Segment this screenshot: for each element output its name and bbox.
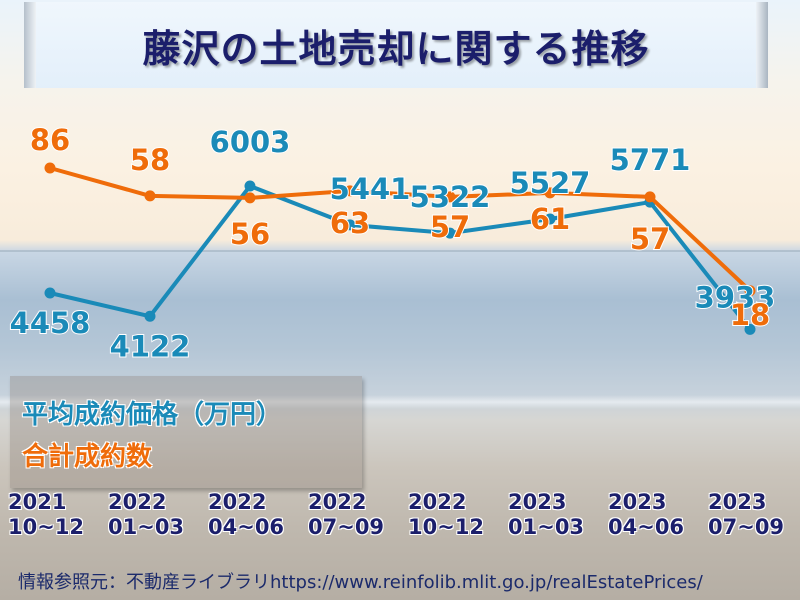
data-label: 61 bbox=[530, 202, 570, 236]
price-line bbox=[49, 184, 752, 331]
x-tick: 2022 04~06 bbox=[208, 490, 285, 539]
data-point bbox=[644, 191, 656, 203]
data-label: 5527 bbox=[510, 166, 591, 200]
data-label: 4458 bbox=[10, 306, 91, 340]
x-tick: 2022 01~03 bbox=[108, 490, 185, 539]
legend-price: 平均成約価格（万円） bbox=[22, 400, 283, 430]
count-line bbox=[49, 166, 752, 293]
x-tick: 2022 10~12 bbox=[408, 490, 485, 539]
data-point bbox=[344, 185, 356, 197]
chart-title: 藤沢の土地売却に関する推移 bbox=[142, 26, 650, 71]
data-label: 6003 bbox=[210, 125, 291, 159]
data-label: 57 bbox=[430, 210, 470, 244]
horizon-line bbox=[0, 250, 800, 252]
source-credit: 情報参照元：不動産ライブラリhttps://www.reinfolib.mlit… bbox=[18, 572, 703, 593]
data-point bbox=[544, 187, 556, 199]
data-point bbox=[244, 180, 256, 192]
data-label: 18 bbox=[730, 298, 770, 332]
shoreline bbox=[0, 395, 800, 409]
x-tick: 2023 07~09 bbox=[708, 490, 785, 539]
count-series bbox=[44, 162, 756, 297]
legend: 平均成約価格（万円） 合計成約数 bbox=[10, 376, 362, 488]
legend-count: 合計成約数 bbox=[22, 442, 153, 472]
banner-edge-left bbox=[24, 2, 36, 88]
data-point bbox=[444, 191, 456, 203]
data-point bbox=[744, 285, 756, 297]
data-labels: 4458 4122 6003 5441 5322 5527 5771 3933 86 58 56 63… bbox=[9, 122, 777, 364]
data-label: 4122 bbox=[110, 329, 191, 363]
data-point bbox=[144, 310, 156, 322]
data-label: 57 bbox=[630, 222, 670, 256]
x-tick: 2022 07~09 bbox=[308, 490, 385, 539]
title-banner: 藤沢の土地売却に関する推移 bbox=[24, 2, 768, 88]
data-point bbox=[744, 323, 756, 335]
data-label: 5441 bbox=[330, 172, 411, 206]
data-label: 63 bbox=[330, 206, 370, 240]
x-tick: 2023 04~06 bbox=[608, 490, 685, 539]
x-tick: 2023 01~03 bbox=[508, 490, 585, 539]
data-label: 5322 bbox=[410, 180, 491, 214]
data-label: 58 bbox=[130, 143, 170, 177]
data-label: 3933 bbox=[695, 280, 776, 314]
data-point bbox=[44, 287, 56, 299]
data-point bbox=[344, 219, 356, 231]
data-point bbox=[44, 162, 56, 174]
banner-edge-right bbox=[756, 2, 768, 88]
data-label: 5771 bbox=[610, 143, 691, 177]
data-point bbox=[544, 213, 556, 225]
data-point bbox=[244, 192, 256, 204]
x-axis: 2021 10~12 2022 01~03 2022 04~06 2022 07~09 … bbox=[0, 490, 800, 550]
data-point bbox=[444, 227, 456, 239]
x-tick: 2021 10~12 bbox=[8, 490, 85, 539]
data-label: 86 bbox=[30, 123, 70, 157]
data-label: 56 bbox=[230, 217, 270, 251]
data-point bbox=[144, 190, 156, 202]
